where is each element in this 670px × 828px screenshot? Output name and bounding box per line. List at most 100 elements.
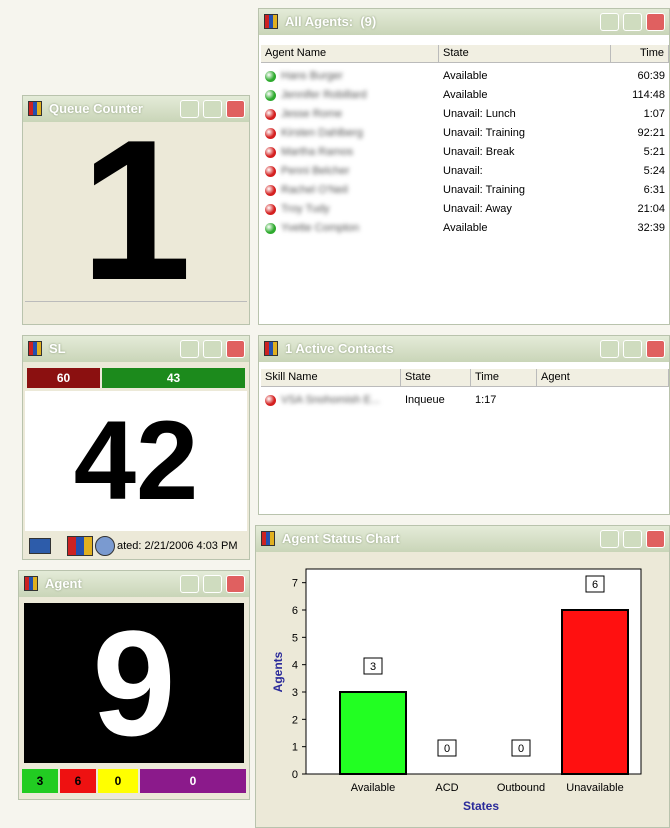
title-bar: All Agents: (9) — [259, 9, 669, 35]
name-cell: Hans Burger — [281, 67, 437, 86]
cell: Unavail: Training — [443, 181, 607, 200]
column-header: Agent Name — [261, 45, 439, 63]
cell: Unavail: Training — [443, 124, 607, 143]
cell: Available — [443, 67, 607, 86]
status-dot — [265, 90, 276, 101]
maximize-button[interactable] — [623, 340, 642, 358]
page: {"all_agents":{"title":"All Agents: (9)"… — [0, 0, 670, 828]
cell: 5:24 — [615, 162, 665, 181]
close-button[interactable] — [226, 100, 245, 118]
status-dot — [265, 128, 276, 139]
name-cell: Troy Tudy — [281, 200, 437, 219]
close-button[interactable] — [646, 340, 665, 358]
y-tick-label: 1 — [292, 742, 298, 754]
title-bar: 1 Active Contacts — [259, 336, 669, 362]
title-bar: Agent — [19, 571, 249, 597]
minimize-button[interactable] — [600, 530, 619, 548]
y-tick-label: 6 — [292, 605, 298, 617]
sl-cell: 43 — [102, 368, 245, 388]
y-tick-label: 3 — [292, 687, 298, 699]
status-dot — [265, 204, 276, 215]
toolbar-button[interactable] — [95, 536, 115, 556]
window-icon — [28, 341, 42, 356]
cell: Unavail: Break — [443, 143, 607, 162]
close-button[interactable] — [226, 575, 245, 593]
name-cell: Jennifer Robillard — [281, 86, 437, 105]
agent-status-chart-window: Agent Status Chart 012345673Available0AC… — [255, 525, 670, 828]
window-title: Agent — [45, 576, 82, 591]
queue-count: 1 — [23, 126, 249, 296]
status-bar — [25, 301, 247, 319]
chart: 012345673Available0ACD0Outbound6Unavaila… — [256, 554, 669, 827]
status-dot — [265, 147, 276, 158]
status-dot — [265, 223, 276, 234]
y-tick-label: 2 — [292, 714, 298, 726]
name-cell: Jesse Rome — [281, 105, 437, 124]
toolbar-button[interactable] — [29, 538, 51, 554]
status-dot — [265, 185, 276, 196]
cell: Unavail: Lunch — [443, 105, 607, 124]
y-axis-label: Agents — [271, 651, 285, 692]
cell: Unavail: Away — [443, 200, 607, 219]
value-label: 0 — [518, 743, 524, 755]
cell: Unavail: — [443, 162, 607, 181]
toolbar-button[interactable] — [67, 536, 93, 556]
cell: 1:17 — [475, 391, 533, 410]
window-title: 1 Active Contacts — [285, 341, 394, 356]
count-cell: 6 — [60, 769, 96, 793]
maximize-button[interactable] — [623, 530, 642, 548]
name-cell: VSA Snohomish E... — [281, 391, 399, 410]
y-tick-label: 4 — [292, 660, 298, 672]
cell: 92:21 — [615, 124, 665, 143]
minimize-button[interactable] — [600, 13, 619, 31]
column-header: Time — [471, 369, 537, 387]
title-bar: SL — [23, 336, 249, 362]
cell: Available — [443, 219, 607, 238]
minimize-button[interactable] — [600, 340, 619, 358]
x-tick-label: ACD — [435, 782, 458, 794]
column-header: Time — [611, 45, 669, 63]
status-dot — [265, 166, 276, 177]
close-button[interactable] — [226, 340, 245, 358]
agent-count: 9 — [24, 603, 244, 763]
value-label: 0 — [444, 743, 450, 755]
close-button[interactable] — [646, 13, 665, 31]
cell: Inqueue — [405, 391, 467, 410]
x-tick-label: Unavailable — [566, 782, 623, 794]
value-label: 6 — [592, 579, 598, 591]
count-cell: 3 — [22, 769, 58, 793]
maximize-button[interactable] — [203, 340, 222, 358]
title-bar: Agent Status Chart — [256, 526, 669, 552]
window-icon — [28, 101, 42, 116]
cell: 1:07 — [615, 105, 665, 124]
minimize-button[interactable] — [180, 575, 199, 593]
name-cell: Martha Ramos — [281, 143, 437, 162]
cell: 6:31 — [615, 181, 665, 200]
bar — [340, 692, 406, 774]
name-cell: Kirsten Dahlberg — [281, 124, 437, 143]
updated-text: ated: 2/21/2006 4:03 PM — [117, 538, 237, 554]
column-header: Agent — [537, 369, 669, 387]
maximize-button[interactable] — [203, 100, 222, 118]
maximize-button[interactable] — [203, 575, 222, 593]
column-header: Skill Name — [261, 369, 401, 387]
y-tick-label: 0 — [292, 769, 298, 781]
value-label: 3 — [370, 661, 376, 673]
window-icon — [24, 576, 38, 591]
status-dot — [265, 71, 276, 82]
name-cell: Penni Belcher — [281, 162, 437, 181]
maximize-button[interactable] — [623, 13, 642, 31]
y-tick-label: 7 — [292, 578, 298, 590]
minimize-button[interactable] — [180, 340, 199, 358]
close-button[interactable] — [646, 530, 665, 548]
window-title: SL — [49, 341, 66, 356]
x-tick-label: Available — [351, 782, 395, 794]
bar — [562, 610, 628, 774]
window-icon — [264, 341, 278, 356]
cell: 21:04 — [615, 200, 665, 219]
x-tick-label: Outbound — [497, 782, 545, 794]
